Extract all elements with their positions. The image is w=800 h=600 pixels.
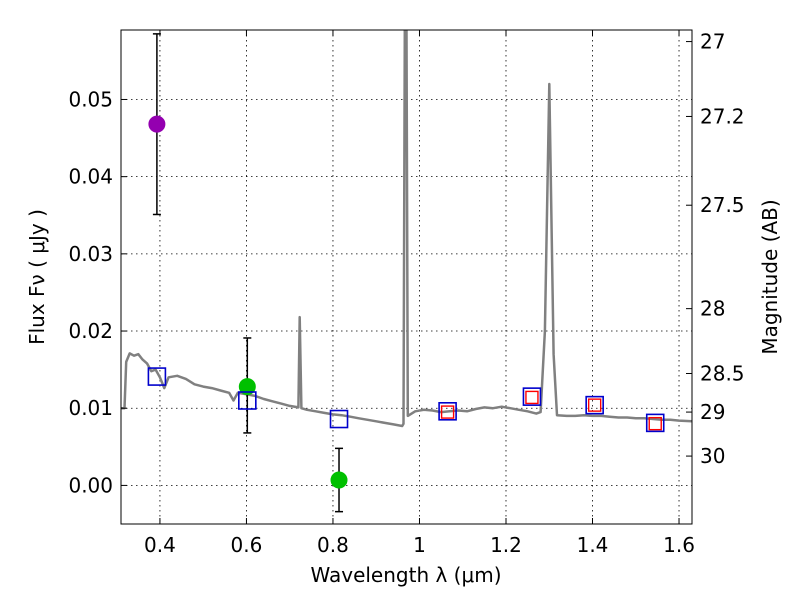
model-photometry-square	[585, 395, 604, 415]
model-photometry-square	[147, 367, 167, 386]
observed-ir-square	[587, 398, 602, 412]
x-tick-label: 1.6	[663, 533, 695, 557]
mag-tick-label: 29	[700, 400, 725, 424]
x-tick-label: 0.8	[317, 533, 349, 557]
observed-violet-point	[148, 115, 166, 133]
observed-green-point	[330, 471, 348, 489]
plot-frame	[120, 29, 693, 525]
model-photometry-square	[438, 402, 457, 421]
x-tick-label: 1	[413, 533, 426, 557]
x-tick-label: 0.6	[231, 533, 263, 557]
y-tick-label: 0.02	[68, 319, 113, 343]
x-tick-label: 1.2	[490, 533, 522, 557]
y2-axis-label: Magnitude (AB)	[758, 199, 782, 354]
observed-green-point	[238, 378, 256, 396]
x-tick-label: 1.4	[577, 533, 609, 557]
observed-ir-square	[440, 405, 455, 419]
mag-tick-label: 28.5	[700, 361, 745, 385]
observed-ir-square	[648, 416, 662, 431]
y-tick-label: 0.05	[68, 87, 113, 111]
y-tick-label: 0.00	[68, 473, 113, 497]
mag-tick-label: 27.2	[700, 104, 745, 128]
model-photometry-square	[645, 413, 665, 433]
mag-tick-label: 30	[700, 444, 725, 468]
mag-tick-label: 27	[700, 30, 725, 54]
markers-layer	[147, 33, 665, 513]
model-photometry-square	[522, 387, 542, 406]
model-photometry-square	[329, 409, 349, 429]
y-axis-label: Flux Fν ( μJy )	[25, 209, 49, 345]
observed-ir-square	[525, 390, 539, 405]
model-photometry-square	[238, 391, 257, 410]
mag-tick-label: 28	[700, 297, 725, 321]
mag-tick-label: 27.5	[700, 193, 745, 217]
x-axis-label: Wavelength λ (μm)	[310, 563, 501, 587]
x-tick-label: 0.4	[144, 533, 176, 557]
model-sed-line	[121, 30, 692, 428]
model-sed-layer	[121, 30, 692, 428]
y-tick-label: 0.04	[68, 165, 113, 189]
y-tick-label: 0.01	[68, 396, 113, 420]
y-tick-label: 0.03	[68, 242, 113, 266]
ticks: 0.4 0.6 0.8 1 1.2 1.4 1.6 0.00 0.01 0.02 0.03 0.04 0…	[68, 30, 744, 557]
